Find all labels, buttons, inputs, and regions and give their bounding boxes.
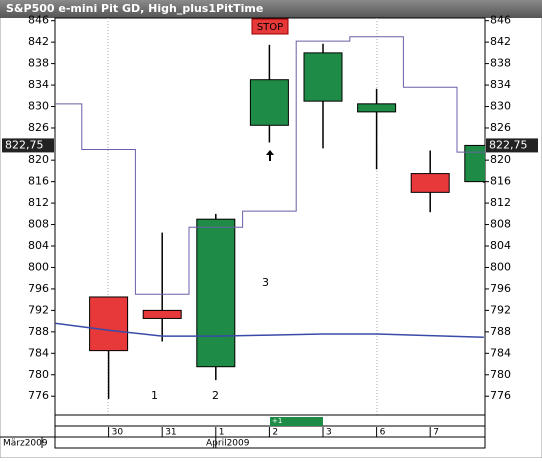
y-tick-label: 816 xyxy=(28,175,49,188)
candle-body xyxy=(357,103,397,113)
session-label: +1 xyxy=(272,417,282,425)
candle-body xyxy=(196,218,236,368)
month-label: März2009 xyxy=(3,439,48,449)
y-tick-label: 808 xyxy=(490,218,511,231)
candle-body xyxy=(142,309,182,319)
y-tick-label: 780 xyxy=(28,368,49,381)
y-tick-label: 834 xyxy=(490,78,511,91)
x-tick-label: 6 xyxy=(380,428,386,438)
y-tick-label: 812 xyxy=(28,196,49,209)
y-tick-label: 846 xyxy=(28,14,49,27)
y-tick-label: 826 xyxy=(28,121,49,134)
y-tick-label: 784 xyxy=(490,346,511,359)
annotation: 1 xyxy=(151,389,158,402)
y-tick-label: 804 xyxy=(28,239,49,252)
candle-body xyxy=(249,79,289,126)
plot xyxy=(55,36,485,399)
y-tick-label: 788 xyxy=(490,325,511,338)
y-tick-label: 834 xyxy=(28,78,49,91)
y-tick-label: 826 xyxy=(490,121,511,134)
session-bar xyxy=(270,417,323,426)
y-tick-label: 800 xyxy=(490,260,511,273)
y-tick-label: 776 xyxy=(490,389,511,402)
last-price-label: 822,75 xyxy=(5,138,44,151)
last-price-label: 822,75 xyxy=(489,138,528,151)
stop-label: STOP xyxy=(257,22,283,33)
y-tick-label: 842 xyxy=(490,35,511,48)
y-tick-label: 792 xyxy=(490,303,511,316)
y-tick-label: 830 xyxy=(28,100,49,113)
y-tick-label: 838 xyxy=(490,57,511,70)
arrow-up xyxy=(266,150,274,161)
step-line xyxy=(55,36,485,295)
y-tick-label: 820 xyxy=(28,153,49,166)
y-tick-label: 846 xyxy=(490,14,511,27)
candle-body xyxy=(410,173,450,193)
y-tick-label: 776 xyxy=(28,389,49,402)
annotation: 2 xyxy=(212,389,219,402)
y-tick-label: 842 xyxy=(28,35,49,48)
stop-box xyxy=(251,18,289,35)
y-tick-label: 788 xyxy=(28,325,49,338)
x-tick-label: 2 xyxy=(272,428,278,438)
x-tick-label: 3 xyxy=(326,428,332,438)
annotation: 3 xyxy=(262,276,269,289)
x-tick-label: 1 xyxy=(219,428,225,438)
y-tick-label: 838 xyxy=(28,57,49,70)
y-tick-label: 816 xyxy=(490,175,511,188)
y-tick-label: 808 xyxy=(28,218,49,231)
y-tick-label: 796 xyxy=(28,282,49,295)
x-tick-label: 7 xyxy=(433,428,439,438)
candle-body xyxy=(303,52,343,102)
y-tick-label: 804 xyxy=(490,239,511,252)
month-label: April2009 xyxy=(206,439,250,449)
y-tick-label: 812 xyxy=(490,196,511,209)
candle-body xyxy=(464,144,485,183)
y-tick-label: 792 xyxy=(28,303,49,316)
chart-title: S&P500 e-mini Pit GD, High_plus1PitTime xyxy=(6,2,263,15)
candle-body xyxy=(89,296,129,352)
x-tick-label: 30 xyxy=(112,428,124,438)
y-tick-label: 800 xyxy=(28,260,49,273)
x-tick-label: 31 xyxy=(165,428,176,438)
y-tick-label: 820 xyxy=(490,153,511,166)
y-tick-label: 780 xyxy=(490,368,511,381)
y-tick-label: 784 xyxy=(28,346,49,359)
y-tick-label: 830 xyxy=(490,100,511,113)
average-line xyxy=(55,322,484,338)
y-tick-label: 796 xyxy=(490,282,511,295)
title-bar xyxy=(0,0,542,18)
last-price-box xyxy=(486,138,538,153)
last-price-box xyxy=(2,138,54,153)
